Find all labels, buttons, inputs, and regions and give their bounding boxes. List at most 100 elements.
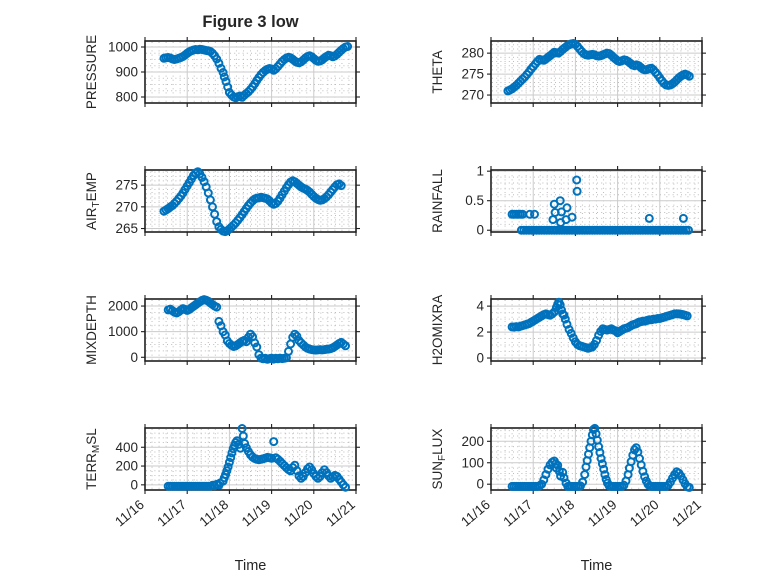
data-point (269, 437, 279, 447)
plot-border (144, 298, 357, 362)
PRESSURE-points (159, 42, 353, 103)
data-point (223, 82, 233, 92)
y-axis-label: SUNFLUX (430, 429, 448, 490)
y-axis-label: THETA (430, 50, 445, 93)
y-tick-label: 1000 (108, 40, 138, 55)
data-point (599, 464, 609, 474)
data-point (684, 482, 694, 492)
y-tick-label: 4 (476, 299, 484, 314)
data-point (530, 209, 539, 219)
data-point (578, 477, 588, 487)
data-point (227, 448, 237, 458)
SUN_FLUX-points (507, 423, 694, 492)
y-axis-label: TERRMSL (84, 428, 102, 490)
y-tick-label: 200 (461, 434, 484, 449)
y-tick-label: 0 (130, 350, 138, 365)
y-tick-label: 270 (115, 199, 138, 214)
data-point (557, 207, 566, 217)
data-point (684, 225, 693, 235)
data-point (214, 58, 224, 68)
plot-border (490, 40, 703, 104)
data-point (252, 342, 262, 352)
y-tick-label: 1 (476, 164, 484, 179)
data-point (336, 181, 346, 191)
y-tick-label: 0 (476, 223, 484, 238)
y-axis-label: H2OMIXRA (430, 295, 445, 366)
y-tick-label: 0 (476, 477, 484, 492)
data-point (684, 71, 694, 81)
tick-marks (141, 424, 360, 494)
data-point (567, 212, 577, 222)
data-point (197, 172, 207, 182)
y-tick-label: 400 (115, 440, 138, 455)
y-tick-label: 200 (115, 459, 138, 474)
data-point (219, 72, 229, 82)
data-point (241, 337, 251, 347)
data-point (221, 77, 231, 86)
plot-border (490, 298, 703, 362)
plot-border (144, 169, 357, 233)
data-point (572, 175, 582, 185)
RAINFALL-points (507, 175, 693, 235)
data-point (562, 203, 572, 213)
tick-marks (487, 37, 706, 107)
data-point (572, 186, 582, 196)
data-point (292, 331, 302, 341)
tick-marks (141, 37, 360, 107)
data-point (600, 470, 610, 480)
data-point (596, 454, 606, 463)
data-point (631, 443, 641, 453)
x-axis-label-right: Time (581, 558, 613, 574)
data-point (560, 314, 570, 324)
data-point (341, 341, 350, 351)
data-point (271, 198, 281, 208)
x-axis-label-left: Time (235, 558, 267, 574)
data-point (218, 68, 228, 77)
tick-marks (141, 166, 360, 236)
subplot-RAINFALL: 0 0.5 1 RAINFALL (430, 164, 706, 238)
y-tick-label: 275 (115, 178, 138, 193)
MIXDEPTH-points (163, 295, 350, 364)
tick-marks (141, 295, 360, 365)
y-tick-label: 900 (115, 65, 138, 80)
subplot-MIXDEPTH: 0 1000 2000 MIXDEPTH (84, 295, 360, 365)
data-point (214, 316, 224, 326)
H2OMIXRA-points (507, 297, 692, 353)
data-point (678, 213, 688, 223)
data-point (590, 423, 600, 433)
data-point (240, 439, 250, 448)
data-point (341, 482, 350, 492)
y-axis-label: AIRTEMP (84, 172, 102, 230)
data-point (193, 167, 203, 177)
y-tick-label: 1000 (108, 324, 138, 339)
y-tick-label: 2000 (108, 299, 138, 314)
tick-marks (487, 295, 706, 365)
subplot-PRESSURE: 800 900 1000 PRESSURE (84, 35, 360, 109)
data-point (343, 42, 353, 51)
minor-grid (146, 429, 355, 489)
data-point (597, 459, 607, 469)
plot-border (144, 427, 357, 491)
y-tick-label: 100 (461, 455, 484, 470)
data-point (224, 457, 234, 467)
TERR_MSL-points (163, 424, 350, 492)
y-tick-label: 270 (461, 88, 484, 103)
data-point (638, 466, 648, 476)
data-point (212, 302, 222, 312)
data-point (558, 467, 568, 477)
subplot-AIR_TEMP: 265 270 275 AIRTEMP (84, 166, 360, 237)
y-tick-label: 280 (461, 46, 484, 61)
data-point (644, 213, 654, 223)
y-tick-label: 2 (476, 325, 484, 340)
figure-title: Figure 3 low (202, 13, 298, 31)
y-axis-label: RAINFALL (430, 169, 445, 233)
AIR_TEMP-points (159, 167, 346, 237)
THETA-points (503, 39, 694, 96)
y-tick-label: 800 (115, 90, 138, 105)
data-point (543, 464, 553, 474)
y-tick-label: 0 (476, 351, 484, 366)
y-tick-label: 0 (130, 477, 138, 492)
data-point (555, 300, 565, 310)
